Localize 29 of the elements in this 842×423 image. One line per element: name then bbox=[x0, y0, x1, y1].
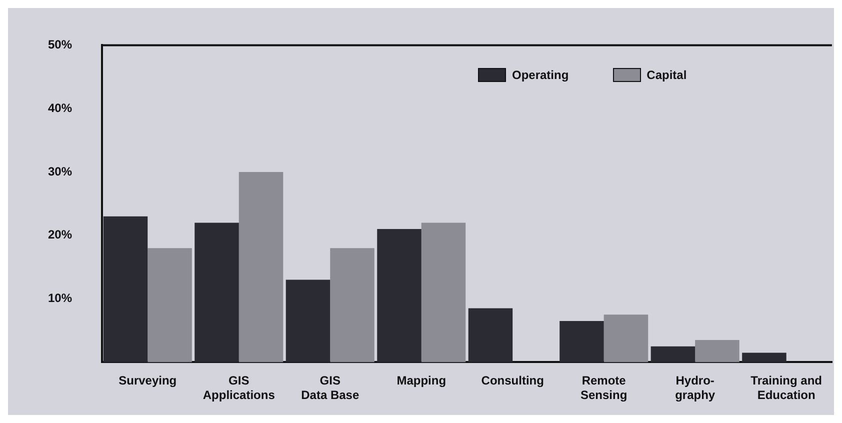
bar bbox=[468, 308, 513, 362]
x-tick-label: Training and Education bbox=[750, 374, 822, 402]
bar bbox=[560, 320, 604, 362]
bar bbox=[604, 314, 648, 362]
y-tick-label: 10% bbox=[48, 291, 72, 306]
y-tick-label: 20% bbox=[48, 228, 72, 242]
x-tick-label: Hydro- graphy bbox=[675, 374, 716, 402]
x-tick-label: Mapping bbox=[396, 374, 446, 388]
y-tick-label: 40% bbox=[48, 100, 72, 115]
bar bbox=[238, 172, 284, 362]
x-tick-label: GIS Data Base bbox=[301, 374, 360, 402]
x-tick-label: Consulting bbox=[481, 374, 544, 388]
bar bbox=[103, 216, 148, 362]
legend-label: Operating bbox=[512, 68, 569, 82]
bar bbox=[377, 229, 422, 362]
x-tick-label: Surveying bbox=[118, 374, 177, 388]
bar bbox=[695, 340, 740, 362]
bar bbox=[148, 248, 192, 362]
legend-label: Capital bbox=[646, 68, 687, 82]
bar bbox=[421, 222, 466, 362]
bar bbox=[650, 346, 696, 362]
bar bbox=[286, 280, 330, 362]
bar bbox=[742, 352, 786, 362]
y-tick-label: 30% bbox=[48, 164, 72, 178]
bar bbox=[330, 248, 374, 362]
y-tick-label: 50% bbox=[48, 38, 72, 52]
x-tick-label: GIS Applications bbox=[202, 374, 276, 402]
x-tick-label: Remote Sensing bbox=[580, 374, 628, 402]
bar bbox=[194, 222, 239, 362]
